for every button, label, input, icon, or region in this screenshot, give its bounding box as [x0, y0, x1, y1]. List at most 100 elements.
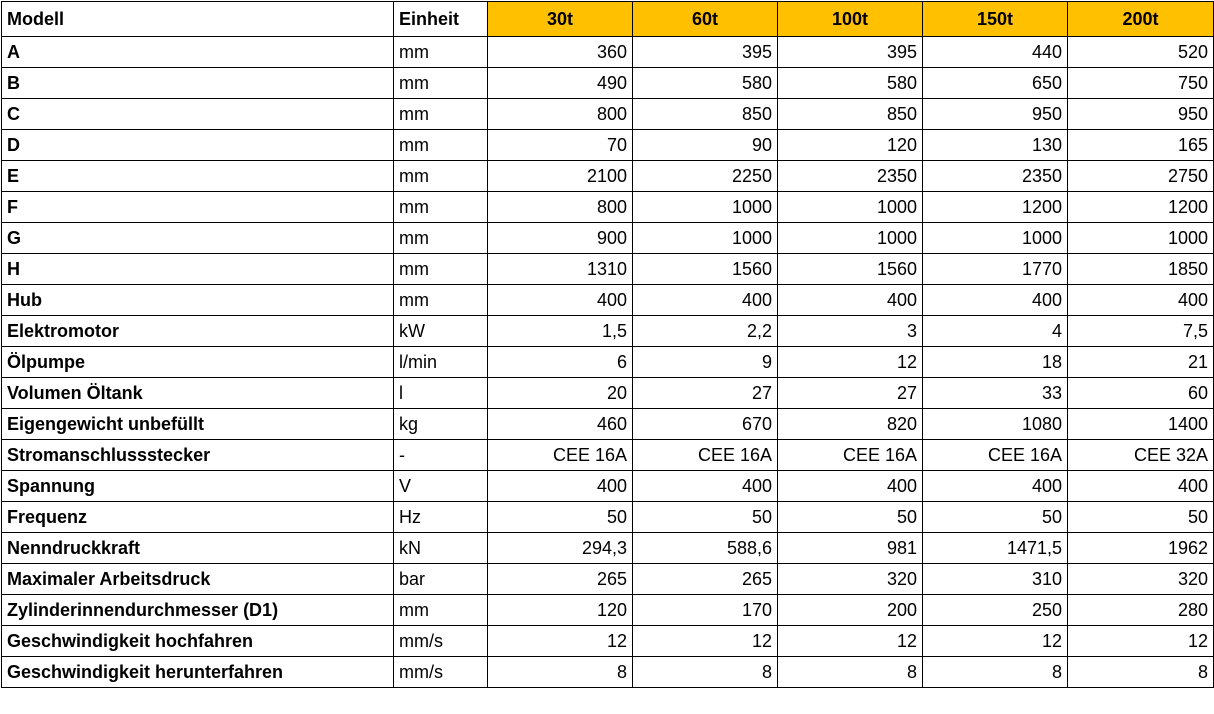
unit-cell: mm	[393, 253, 488, 285]
row-label: Frequenz	[1, 501, 394, 533]
value-cell: 1200	[922, 191, 1068, 223]
unit-cell: -	[393, 439, 488, 471]
value-cell: 27	[777, 377, 923, 409]
row-label: Hub	[1, 284, 394, 316]
unit-cell: l	[393, 377, 488, 409]
row-label: Elektromotor	[1, 315, 394, 347]
value-cell: 580	[777, 67, 923, 99]
value-cell: 8	[632, 656, 778, 688]
value-cell: 18	[922, 346, 1068, 378]
value-cell: 670	[632, 408, 778, 440]
value-cell: 395	[777, 36, 923, 68]
table-row: Geschwindigkeit hochfahren mm/s 12 12 12 12 12	[1, 625, 1214, 657]
value-cell: 1000	[632, 191, 778, 223]
unit-cell: mm	[393, 98, 488, 130]
value-cell: 950	[922, 98, 1068, 130]
row-label: Maximaler Arbeitsdruck	[1, 563, 394, 595]
value-cell: 950	[1067, 98, 1214, 130]
row-label: B	[1, 67, 394, 99]
value-cell: 580	[632, 67, 778, 99]
unit-cell: bar	[393, 563, 488, 595]
unit-cell: V	[393, 470, 488, 502]
value-cell: 400	[922, 470, 1068, 502]
value-cell: 250	[922, 594, 1068, 626]
value-cell: 2350	[922, 160, 1068, 192]
value-cell: 820	[777, 408, 923, 440]
value-cell: 8	[487, 656, 633, 688]
table-row: Geschwindigkeit herunterfahren mm/s 8 8 8 8 8	[1, 656, 1214, 688]
value-cell: 900	[487, 222, 633, 254]
value-cell: 400	[777, 470, 923, 502]
row-label: E	[1, 160, 394, 192]
value-cell: 33	[922, 377, 1068, 409]
value-cell: 520	[1067, 36, 1214, 68]
table-row: Nenndruckkraft kN 294,3 588,6 981 1471,5 1962	[1, 532, 1214, 564]
value-cell: 1560	[632, 253, 778, 285]
value-cell: 800	[487, 191, 633, 223]
table-row: Volumen Öltank l 20 27 27 33 60	[1, 377, 1214, 409]
value-cell: 320	[777, 563, 923, 595]
unit-cell: mm	[393, 160, 488, 192]
header-row: Modell Einheit 30t 60t 100t 150t 200t	[1, 1, 1214, 37]
header-cell: Modell	[1, 1, 394, 37]
value-cell: 750	[1067, 67, 1214, 99]
value-cell: 1560	[777, 253, 923, 285]
header-cell: 30t	[487, 1, 633, 37]
value-cell: 400	[1067, 470, 1214, 502]
row-label: D	[1, 129, 394, 161]
value-cell: 1850	[1067, 253, 1214, 285]
value-cell: 1962	[1067, 532, 1214, 564]
value-cell: 200	[777, 594, 923, 626]
value-cell: 400	[487, 470, 633, 502]
value-cell: 265	[632, 563, 778, 595]
value-cell: 400	[1067, 284, 1214, 316]
value-cell: 1471,5	[922, 532, 1068, 564]
value-cell: 280	[1067, 594, 1214, 626]
value-cell: 400	[632, 284, 778, 316]
value-cell: CEE 16A	[922, 439, 1068, 471]
value-cell: 50	[777, 501, 923, 533]
value-cell: 120	[487, 594, 633, 626]
value-cell: 165	[1067, 129, 1214, 161]
value-cell: 320	[1067, 563, 1214, 595]
table-row: Stromanschlussstecker - CEE 16A CEE 16A CEE …	[1, 439, 1214, 471]
value-cell: 60	[1067, 377, 1214, 409]
row-label: F	[1, 191, 394, 223]
value-cell: 27	[632, 377, 778, 409]
table-row: Ölpumpe l/min 6 9 12 18 21	[1, 346, 1214, 378]
header-cell: 150t	[922, 1, 1068, 37]
unit-cell: kN	[393, 532, 488, 564]
value-cell: 50	[1067, 501, 1214, 533]
value-cell: 850	[777, 98, 923, 130]
value-cell: 6	[487, 346, 633, 378]
value-cell: 50	[632, 501, 778, 533]
unit-cell: kW	[393, 315, 488, 347]
value-cell: 1000	[777, 191, 923, 223]
value-cell: 170	[632, 594, 778, 626]
unit-cell: l/min	[393, 346, 488, 378]
value-cell: 8	[922, 656, 1068, 688]
value-cell: 400	[922, 284, 1068, 316]
value-cell: 400	[777, 284, 923, 316]
value-cell: CEE 16A	[487, 439, 633, 471]
value-cell: CEE 16A	[632, 439, 778, 471]
value-cell: 310	[922, 563, 1068, 595]
value-cell: 460	[487, 408, 633, 440]
value-cell: 2350	[777, 160, 923, 192]
table-row: Spannung V 400 400 400 400 400	[1, 470, 1214, 502]
value-cell: 2100	[487, 160, 633, 192]
value-cell: 440	[922, 36, 1068, 68]
row-label: A	[1, 36, 394, 68]
row-label: Geschwindigkeit hochfahren	[1, 625, 394, 657]
value-cell: 294,3	[487, 532, 633, 564]
value-cell: 120	[777, 129, 923, 161]
value-cell: 3	[777, 315, 923, 347]
table-row: Maximaler Arbeitsdruck bar 265 265 320 310 320	[1, 563, 1214, 595]
row-label: Eigengewicht unbefüllt	[1, 408, 394, 440]
